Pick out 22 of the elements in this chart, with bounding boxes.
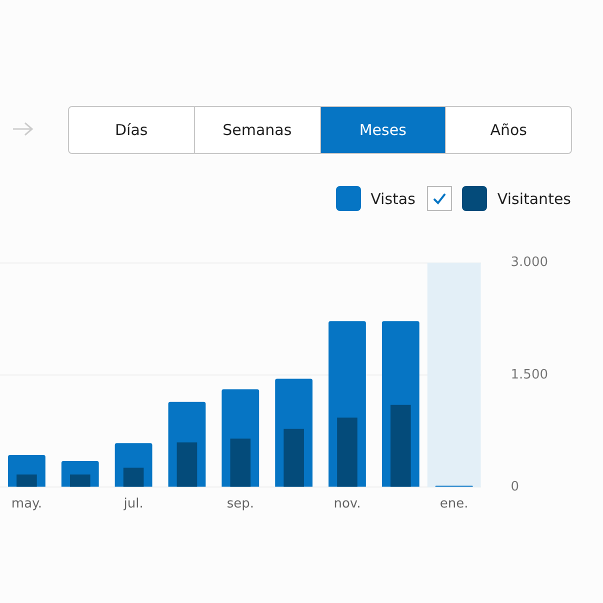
bar [70, 474, 90, 487]
bar [16, 474, 37, 487]
x-tick-label: ene. [440, 496, 468, 512]
x-tick-label: may. [11, 496, 42, 512]
text: Meses [320, 107, 446, 153]
y-tick-label: 3.000 [510, 255, 548, 270]
bar [176, 442, 198, 487]
text: Días [114, 120, 149, 141]
y-tick-label: 0 [510, 480, 520, 495]
text: Semanas [194, 107, 320, 153]
y-tick-label: 1.500 [510, 367, 548, 382]
bar [390, 404, 411, 487]
bar [337, 418, 358, 487]
bar [123, 468, 144, 487]
x-tick-label: sep. [226, 496, 254, 512]
x-tick-label: jul. [122, 496, 144, 512]
bar [230, 438, 251, 487]
legend-label: Vistas [370, 190, 416, 208]
text: Años [445, 107, 571, 153]
bar [284, 428, 304, 487]
legend-label: Visitantes [497, 190, 571, 208]
x-tick-label: nov. [334, 496, 361, 512]
